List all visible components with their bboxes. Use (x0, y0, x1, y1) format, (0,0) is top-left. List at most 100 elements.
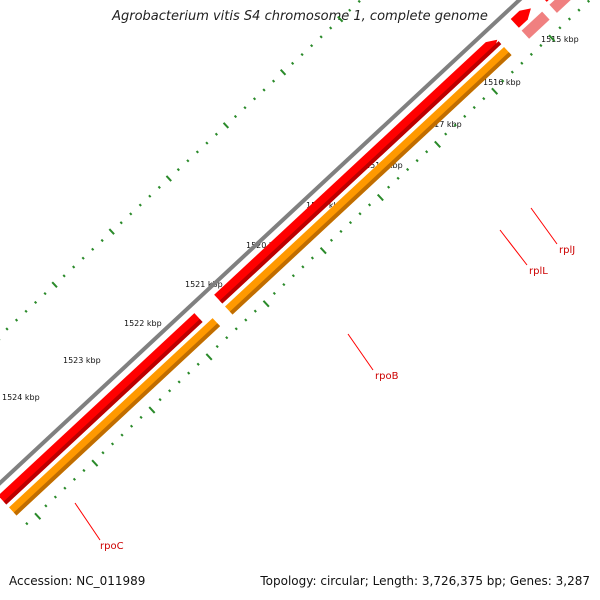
outer-tick (329, 26, 333, 30)
inner-tick (272, 291, 276, 296)
inner-tick (386, 185, 391, 189)
inner-tick (91, 459, 99, 467)
gene-rplL (510, 8, 531, 28)
inner-tick (548, 34, 556, 42)
outer-tick (222, 122, 230, 129)
inner-tick (205, 353, 213, 361)
inner-tick (444, 132, 448, 136)
inner-tick (110, 442, 115, 446)
inner-tick (529, 52, 533, 56)
callout-line-rpoB (347, 333, 374, 371)
map-title: Agrobacterium vitis S4 chromosome 1, com… (112, 9, 488, 24)
inner-tick (139, 415, 143, 419)
inner-tick (177, 380, 181, 384)
outer-tick (24, 309, 28, 313)
outer-tick (5, 327, 9, 331)
inner-tick (567, 17, 572, 21)
outer-tick (337, 15, 344, 23)
inner-tick (339, 229, 343, 234)
scale-label: 1523 kbp (63, 356, 101, 365)
inner-tick (282, 282, 286, 287)
inner-tick (262, 300, 270, 308)
outer-tick (51, 281, 58, 288)
feature-tracks (0, 0, 571, 516)
inner-tick (72, 477, 77, 481)
accession-text: Accession: NC_011989 (9, 574, 146, 588)
outer-tick (157, 185, 161, 189)
inner-tick (44, 504, 48, 508)
callout-line-rplL (499, 229, 528, 266)
outer-tick (310, 44, 314, 48)
inner-tick (310, 256, 314, 260)
inner-tick (101, 451, 105, 455)
inner-tick (148, 406, 156, 414)
inner-tick (348, 220, 353, 225)
inner-tick (510, 70, 514, 74)
inner-tick (491, 87, 499, 95)
inner-tick (396, 176, 400, 180)
inner-tick (158, 398, 162, 402)
callout-line-rpoC (74, 502, 101, 541)
inner-tick (53, 495, 57, 499)
outer-tick (119, 221, 123, 225)
inner-tick (244, 318, 248, 322)
callout-line-rplJ (530, 207, 558, 245)
gene-rplJ (544, 0, 549, 2)
inner-tick (25, 522, 29, 526)
inner-tick (253, 309, 257, 313)
outer-tick (279, 69, 287, 76)
outer-tick (43, 291, 47, 296)
scale-label: 1524 kbp (2, 393, 40, 402)
inner-tick (482, 97, 486, 101)
gene-label-rpoB: rpoB (375, 371, 399, 382)
inner-tick (120, 433, 124, 437)
outer-tick (233, 114, 238, 119)
outer-tick (300, 52, 304, 57)
outer-tick (271, 79, 276, 83)
inner-tick (586, 0, 591, 3)
outer-tick (176, 168, 180, 172)
outer-tick (357, 0, 361, 4)
inner-tick (577, 8, 581, 12)
outer-tick (291, 61, 295, 66)
inner-tick (415, 159, 419, 163)
inner-tick (234, 327, 238, 331)
gene-label-rpoC: rpoC (100, 541, 124, 552)
outer-tick (91, 247, 95, 251)
track-rpoB-inner (225, 47, 512, 315)
outer-tick (243, 106, 247, 110)
inner-tick (82, 468, 86, 473)
inner-tick (558, 26, 562, 30)
outer-tick (214, 132, 219, 136)
gene-callouts: rpoC rpoB rplL rplJ (74, 207, 575, 552)
track-rpoC-inner-shade (13, 323, 221, 516)
outer-tick (319, 35, 323, 39)
inner-tick (434, 140, 441, 148)
scale-label: 1521 kbp (185, 280, 223, 289)
inner-tick (501, 79, 505, 83)
outer-tick (138, 203, 142, 207)
outer-tick (165, 175, 172, 182)
backbone-line (0, 0, 523, 486)
inner-tick (301, 265, 305, 269)
outer-tick-ring (0, 0, 361, 341)
inner-tick (196, 362, 200, 366)
inner-tick (406, 167, 410, 172)
inner-tick (453, 123, 457, 127)
genome-summary: Topology: circular; Length: 3,726,375 bp… (260, 574, 590, 588)
scale-label: 1522 kbp (124, 319, 162, 328)
inner-tick (225, 336, 229, 340)
inner-tick-ring (25, 0, 591, 526)
inner-tick (425, 150, 429, 154)
outer-tick (62, 274, 66, 278)
inner-tick (187, 371, 191, 375)
outer-tick (81, 256, 85, 260)
scale-label: 1515 kbp (541, 35, 579, 44)
gene-rpoB-shade (219, 41, 502, 304)
outer-tick (252, 97, 257, 101)
inner-tick (367, 203, 372, 207)
inner-tick (539, 43, 543, 48)
inner-tick (358, 212, 362, 216)
scale-label: 1520 kbp (246, 241, 284, 250)
gene-rpoB (214, 39, 498, 304)
